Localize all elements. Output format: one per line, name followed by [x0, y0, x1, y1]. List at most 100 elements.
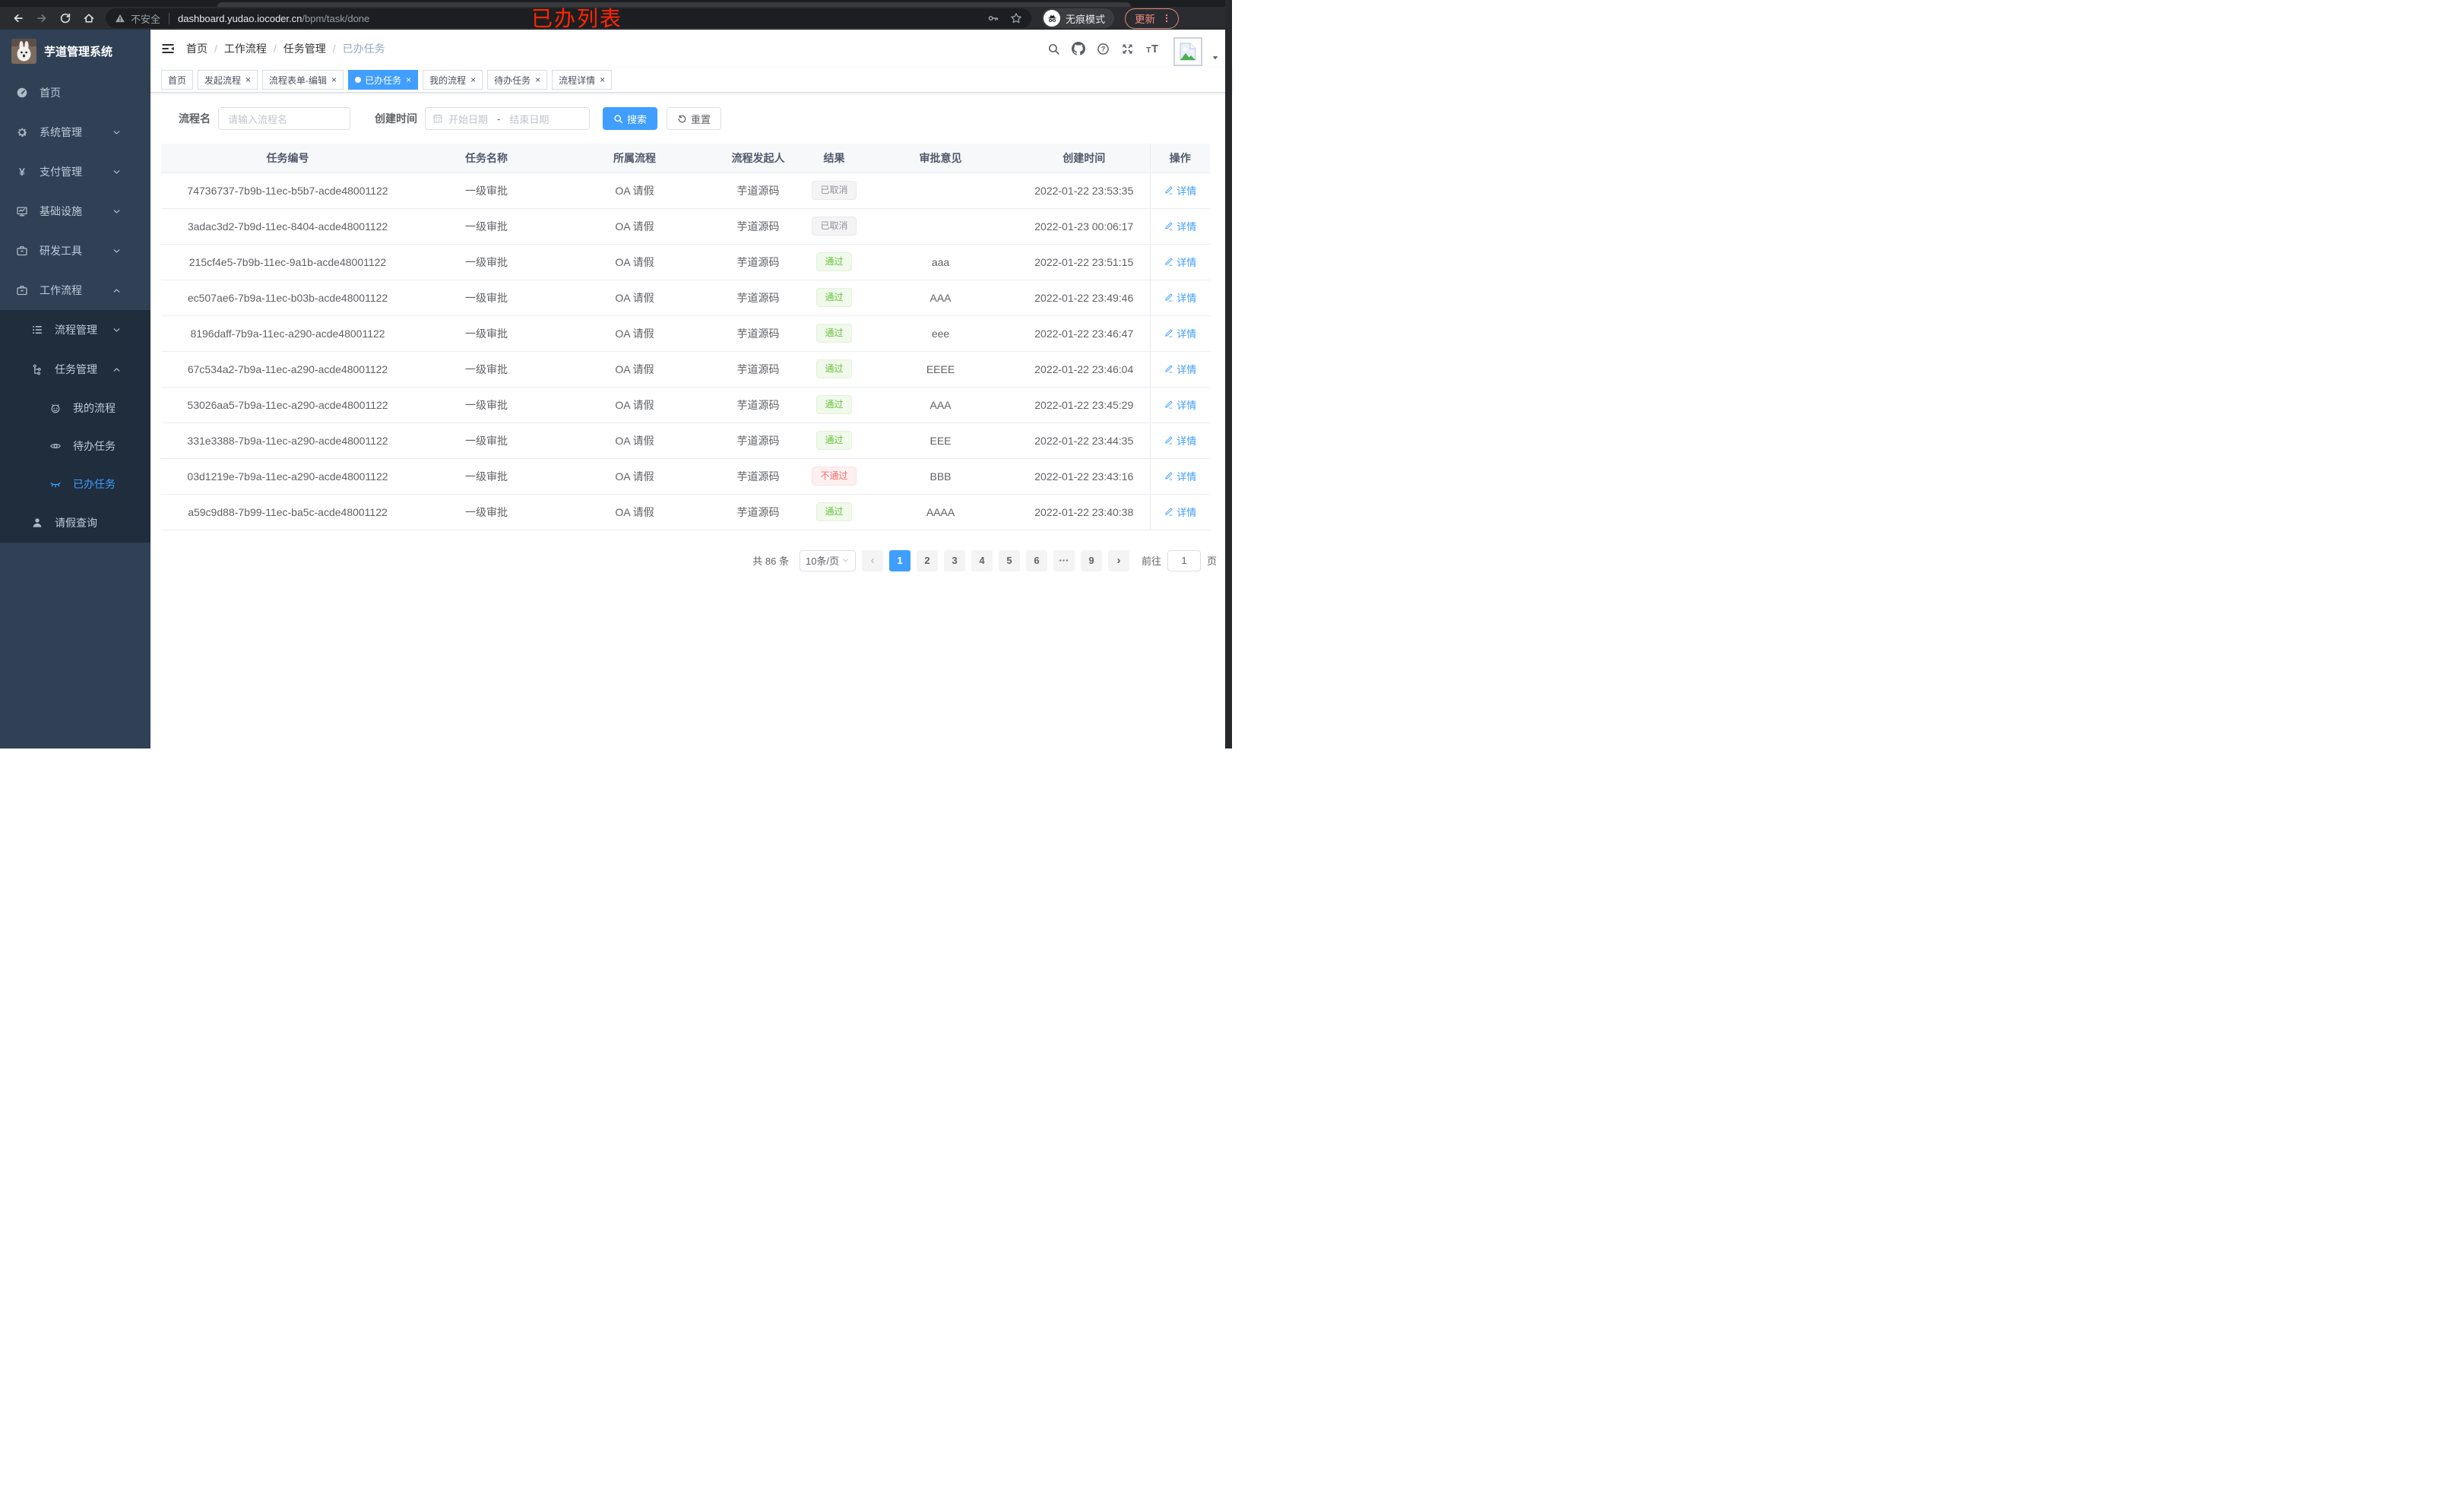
sidebar-logo-row[interactable]: 芋道管理系统	[0, 30, 150, 73]
date-range-picker[interactable]: 开始日期 - 结束日期	[425, 107, 590, 130]
close-icon[interactable]: ×	[406, 74, 412, 85]
detail-link[interactable]: 详情	[1164, 255, 1196, 269]
sidebar-item-infrastructure[interactable]: 基础设施	[0, 191, 150, 231]
sidebar-item-task-mgmt[interactable]: 任务管理	[0, 350, 150, 389]
page-size-select[interactable]: 10条/页	[799, 549, 856, 571]
goto-page-input[interactable]: 1	[1167, 549, 1201, 571]
detail-link[interactable]: 详情	[1164, 326, 1196, 340]
passkey-icon[interactable]	[987, 12, 999, 24]
cell-process: OA 请假	[559, 244, 711, 280]
breadcrumb-item[interactable]: 任务管理	[283, 43, 326, 55]
detail-link[interactable]: 详情	[1164, 290, 1196, 305]
sidebar-item-my-process[interactable]: 我的流程	[0, 389, 150, 427]
reset-button[interactable]: 重置	[667, 107, 722, 130]
detail-link[interactable]: 详情	[1164, 433, 1196, 448]
sidebar-item-process-mgmt[interactable]: 流程管理	[0, 310, 150, 350]
help-icon[interactable]: ?	[1097, 43, 1110, 55]
security-label[interactable]: 不安全	[131, 13, 161, 25]
breadcrumb-separator: /	[332, 43, 336, 55]
detail-link[interactable]: 详情	[1164, 505, 1196, 519]
sidebar-item-label: 支付管理	[40, 166, 82, 178]
breadcrumb-separator: /	[273, 43, 277, 55]
detail-link[interactable]: 详情	[1164, 219, 1196, 233]
sidebar-collapse-icon[interactable]	[161, 42, 175, 55]
tab-start-process[interactable]: 发起流程 ×	[198, 70, 258, 90]
sidebar-item-done-tasks[interactable]: 已办任务	[0, 465, 150, 503]
breadcrumb-item[interactable]: 首页	[186, 43, 207, 55]
tab-form-edit[interactable]: 流程表单-编辑 ×	[262, 70, 344, 90]
sidebar-item-payment[interactable]: ¥ 支付管理	[0, 152, 150, 191]
browser-active-tab[interactable]	[217, 2, 1131, 7]
page-button-5[interactable]: 5	[998, 549, 1020, 571]
detail-link[interactable]: 详情	[1164, 469, 1196, 483]
app-title: 芋道管理系统	[44, 46, 113, 59]
tab-my-process[interactable]: 我的流程 ×	[423, 70, 483, 90]
back-button[interactable]	[8, 8, 28, 29]
end-date-placeholder[interactable]: 结束日期	[509, 113, 549, 125]
page-button-9[interactable]: 9	[1080, 549, 1102, 571]
bookmark-star-icon[interactable]	[1010, 12, 1022, 24]
tab-todo-tasks[interactable]: 待办任务 ×	[487, 70, 548, 90]
address-bar[interactable]: 不安全 dashboard.yudao.iocoder.cn/bpm/task/…	[106, 8, 1031, 28]
sidebar-item-workflow[interactable]: 工作流程	[0, 271, 150, 310]
sidebar-item-system[interactable]: 系统管理	[0, 112, 150, 152]
column-header-name: 任务名称	[414, 144, 559, 173]
sidebar-item-home[interactable]: 首页	[0, 73, 150, 112]
close-icon[interactable]: ×	[470, 74, 477, 85]
sidebar-item-dev-tools[interactable]: 研发工具	[0, 231, 150, 271]
page-button-6[interactable]: 6	[1025, 549, 1047, 571]
sidebar-menu: 首页 系统管理 ¥ 支付管理 基础设施 研发工具 工作流程 流程管理 任务管理 我的流程 待办任务已…	[0, 73, 150, 543]
next-page-button[interactable]: ›	[1107, 549, 1129, 571]
close-icon[interactable]: ×	[331, 74, 337, 85]
page-button-···[interactable]: ···	[1053, 549, 1075, 571]
detail-link[interactable]: 详情	[1164, 397, 1196, 412]
update-button[interactable]: 更新	[1125, 8, 1180, 29]
github-icon[interactable]	[1072, 42, 1085, 55]
breadcrumb-item[interactable]: 工作流程	[223, 43, 267, 55]
fullscreen-icon[interactable]	[1121, 43, 1134, 55]
avatar[interactable]	[1173, 37, 1202, 66]
menu-dots-icon[interactable]	[1161, 13, 1172, 24]
close-icon[interactable]: ×	[600, 74, 606, 85]
tab-done-tasks[interactable]: 已办任务 ×	[348, 70, 419, 90]
cell-create-time: 2022-01-22 23:44:35	[1018, 423, 1150, 459]
page-buttons: 1 2 3 4 5 6 ··· 9	[888, 549, 1102, 571]
close-icon[interactable]: ×	[245, 74, 252, 85]
caret-down-icon[interactable]	[1211, 53, 1220, 62]
reload-button[interactable]	[55, 8, 75, 29]
sidebar-item-todo-tasks[interactable]: 待办任务	[0, 427, 150, 465]
cell-opinion: AAA	[863, 387, 1018, 423]
page-annotation: 已办列表	[531, 7, 623, 30]
close-icon[interactable]: ×	[535, 74, 541, 85]
search-button[interactable]: 搜索	[603, 107, 658, 130]
page-button-4[interactable]: 4	[971, 549, 993, 571]
start-date-placeholder[interactable]: 开始日期	[448, 113, 489, 125]
process-name-input[interactable]: 请输入流程名	[218, 107, 350, 130]
sidebar-item-leave-query[interactable]: 请假查询	[0, 503, 150, 543]
tab-process-detail[interactable]: 流程详情 ×	[552, 70, 613, 90]
table-row: 8196daff-7b9a-11ec-a290-acde48001122 一级审批…	[161, 315, 1210, 352]
page-button-3[interactable]: 3	[943, 549, 965, 571]
result-badge: 通过	[816, 359, 852, 378]
sidebar-item-label: 已办任务	[73, 478, 116, 490]
page-button-1[interactable]: 1	[888, 549, 911, 571]
cell-opinion: BBB	[863, 458, 1018, 495]
detail-link[interactable]: 详情	[1164, 362, 1196, 376]
cell-result: 已取消	[806, 208, 863, 245]
tab-home[interactable]: 首页	[161, 70, 194, 90]
detail-link[interactable]: 详情	[1164, 183, 1196, 198]
chevron-down-icon	[112, 128, 124, 138]
url-host: dashboard.yudao.iocoder.cn	[178, 12, 302, 24]
cell-result: 通过	[806, 315, 863, 352]
home-button[interactable]	[78, 8, 99, 29]
pencil-icon	[1164, 257, 1173, 267]
prev-page-button[interactable]: ‹	[861, 549, 883, 571]
forward-button[interactable]	[31, 8, 52, 29]
search-icon[interactable]	[1047, 43, 1060, 55]
page-button-2[interactable]: 2	[916, 549, 938, 571]
range-separator: -	[497, 112, 501, 125]
svg-text:?: ?	[1101, 45, 1106, 52]
cell-create-time: 2022-01-22 23:45:29	[1018, 387, 1150, 423]
